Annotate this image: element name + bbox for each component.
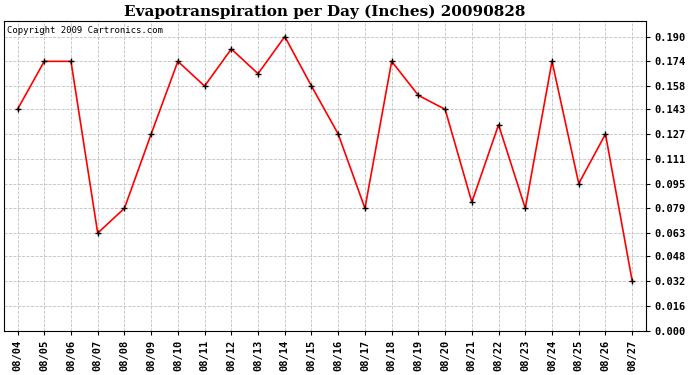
Title: Evapotranspiration per Day (Inches) 20090828: Evapotranspiration per Day (Inches) 2009…	[124, 4, 526, 18]
Text: Copyright 2009 Cartronics.com: Copyright 2009 Cartronics.com	[8, 26, 164, 35]
